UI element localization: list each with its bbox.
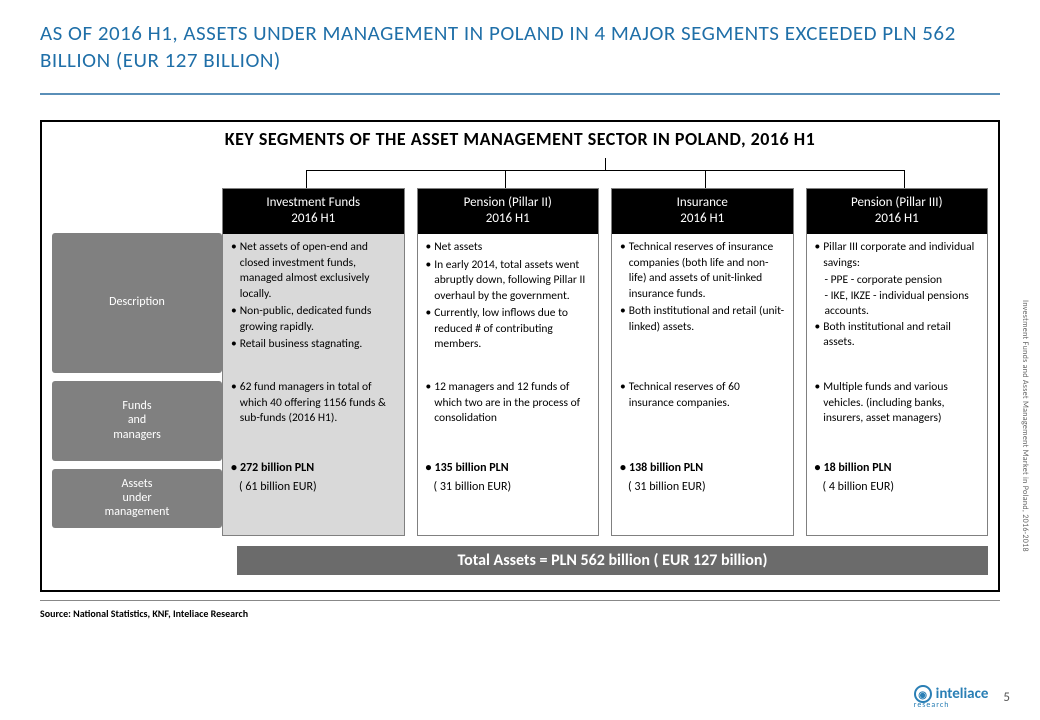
total-assets-bar: Total Assets = PLN 562 billion ( EUR 127… <box>237 546 988 575</box>
segment-funds: Multiple funds and various vehicles. (in… <box>807 374 988 454</box>
page-number: 5 <box>1003 690 1010 705</box>
segment-description: Technical reserves of insurance companie… <box>612 234 793 374</box>
columns-area: DescriptionFunds and managers Assets unde… <box>52 188 988 536</box>
segment-column: Investment Funds 2016 H1Net assets of op… <box>222 188 405 536</box>
logo: ◉ inteliace research <box>914 685 989 710</box>
page-title: AS OF 2016 H1, ASSETS UNDER MANAGEMENT I… <box>0 0 1040 85</box>
segment-description: Pillar III corporate and individual savi… <box>807 234 988 374</box>
row-labels-column: DescriptionFunds and managers Assets unde… <box>52 188 222 536</box>
segment-funds: 12 managers and 12 funds of which two ar… <box>418 374 599 454</box>
segment-aum: 272 billion PLN( 61 billion EUR) <box>223 454 404 504</box>
diagram-title: KEY SEGMENTS OF THE ASSET MANAGEMENT SEC… <box>52 122 988 158</box>
segment-header: Pension (Pillar II) 2016 H1 <box>418 189 599 235</box>
source-line: Source: National Statistics, KNF, Inteli… <box>40 600 1000 620</box>
segment-aum: 135 billion PLN( 31 billion EUR) <box>418 454 599 504</box>
footer: ◉ inteliace research 5 <box>914 685 1010 710</box>
segment-column: Pension (Pillar III) 2016 H1Pillar III c… <box>806 188 989 536</box>
row-label: Funds and managers <box>52 381 222 461</box>
main-diagram-box: KEY SEGMENTS OF THE ASSET MANAGEMENT SEC… <box>40 120 1000 592</box>
side-caption: Investment Funds and Asset Management Ma… <box>1020 300 1030 552</box>
segment-funds: 62 fund managers in total of which 40 of… <box>223 374 404 454</box>
segment-header: Insurance 2016 H1 <box>612 189 793 235</box>
segment-column: Pension (Pillar II) 2016 H1Net assetsIn … <box>417 188 600 536</box>
row-label: Description <box>52 233 222 373</box>
segment-column: Insurance 2016 H1Technical reserves of i… <box>611 188 794 536</box>
row-label: Assets under management <box>52 469 222 528</box>
title-underline <box>40 93 1000 95</box>
segment-header: Pension (Pillar III) 2016 H1 <box>807 189 988 235</box>
segment-description: Net assetsIn early 2014, total assets we… <box>418 234 599 374</box>
segment-aum: 18 billion PLN( 4 billion EUR) <box>807 454 988 504</box>
segment-funds: Technical reserves of 60 insurance compa… <box>612 374 793 454</box>
segment-description: Net assets of open-end and closed invest… <box>223 234 404 374</box>
segments-container: Investment Funds 2016 H1Net assets of op… <box>222 188 988 536</box>
segment-aum: 138 billion PLN( 31 billion EUR) <box>612 454 793 504</box>
connector-lines <box>222 158 988 188</box>
segment-header: Investment Funds 2016 H1 <box>223 189 404 235</box>
